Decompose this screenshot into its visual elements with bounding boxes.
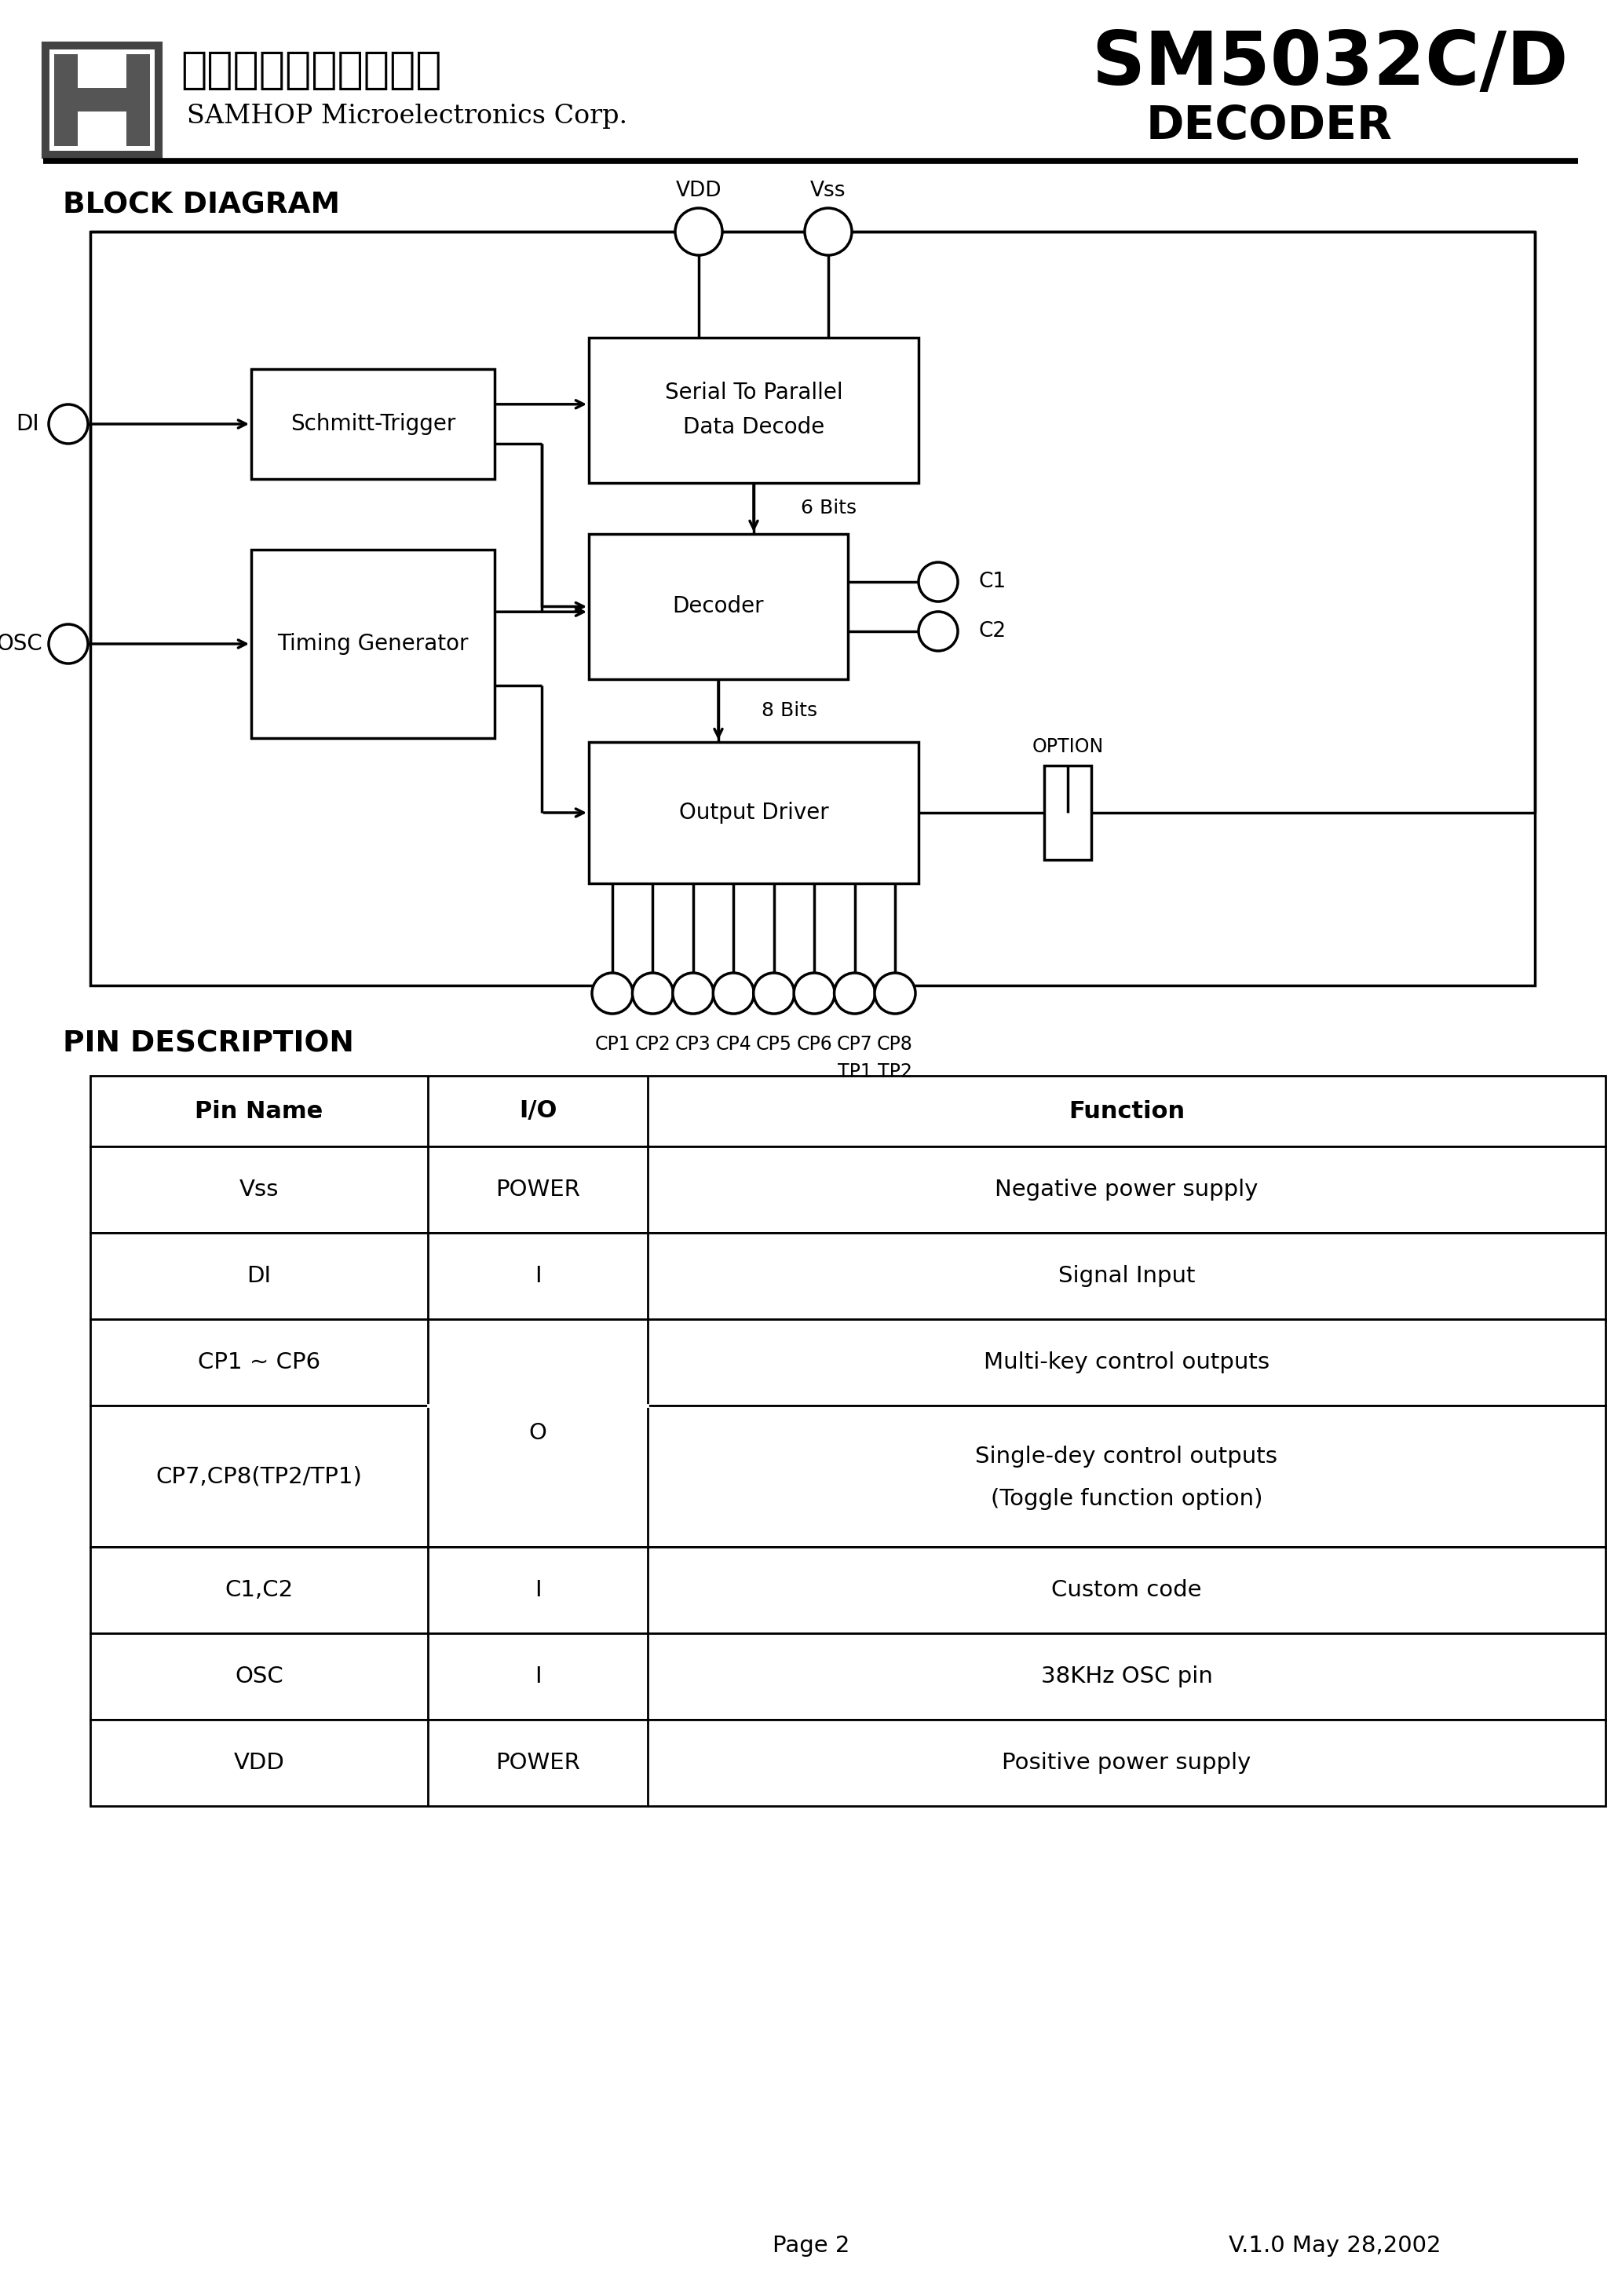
Text: DI: DI	[16, 413, 39, 434]
Text: 38KHz OSC pin: 38KHz OSC pin	[1041, 1665, 1213, 1688]
Text: TP2: TP2	[878, 1063, 912, 1081]
Circle shape	[834, 974, 874, 1015]
Text: Vss: Vss	[811, 181, 847, 202]
Text: Serial To Parallel: Serial To Parallel	[665, 381, 843, 404]
Text: Function: Function	[1069, 1100, 1184, 1123]
Text: OSC: OSC	[0, 634, 42, 654]
Text: 8 Bits: 8 Bits	[762, 700, 817, 721]
Text: DI: DI	[247, 1265, 271, 1288]
Text: C1,C2: C1,C2	[225, 1580, 294, 1600]
Bar	[589, 742, 918, 884]
Bar	[78, 55, 127, 87]
Bar	[91, 1320, 1606, 1405]
Bar	[54, 55, 78, 147]
Text: SAMHOP Microelectronics Corp.: SAMHOP Microelectronics Corp.	[187, 103, 628, 129]
Bar	[91, 1720, 1606, 1807]
Text: CP8: CP8	[878, 1035, 913, 1054]
Circle shape	[793, 974, 835, 1015]
Text: Pin Name: Pin Name	[195, 1100, 323, 1123]
Circle shape	[633, 974, 673, 1015]
Text: SM5032C/D: SM5032C/D	[1092, 28, 1568, 101]
Bar	[91, 1405, 1606, 1548]
Circle shape	[805, 209, 852, 255]
Text: TP1: TP1	[837, 1063, 871, 1081]
Text: Output Driver: Output Driver	[680, 801, 829, 824]
Bar	[91, 1548, 1606, 1632]
Text: BLOCK DIAGRAM: BLOCK DIAGRAM	[63, 191, 341, 220]
Text: Schmitt-Trigger: Schmitt-Trigger	[290, 413, 456, 434]
Text: I: I	[534, 1665, 542, 1688]
Circle shape	[754, 974, 795, 1015]
Text: C2: C2	[980, 622, 1007, 641]
Text: OPTION: OPTION	[1032, 737, 1103, 755]
Text: CP2: CP2	[634, 1035, 672, 1054]
Bar	[78, 113, 127, 145]
Text: OSC: OSC	[235, 1665, 284, 1688]
Text: 三合微科股份有限公司: 三合微科股份有限公司	[180, 51, 441, 92]
Text: CP3: CP3	[675, 1035, 710, 1054]
Text: Positive power supply: Positive power supply	[1002, 1752, 1251, 1775]
Bar	[127, 55, 149, 147]
Circle shape	[714, 974, 754, 1015]
Bar	[91, 1632, 1606, 1720]
Text: 6 Bits: 6 Bits	[801, 498, 856, 519]
Text: I/O: I/O	[519, 1100, 556, 1123]
Text: POWER: POWER	[495, 1178, 581, 1201]
Circle shape	[675, 209, 722, 255]
Text: V.1.0 May 28,2002: V.1.0 May 28,2002	[1228, 2234, 1440, 2257]
Text: O: O	[529, 1421, 547, 1444]
Bar	[44, 44, 161, 156]
Text: CP7,CP8(TP2/TP1): CP7,CP8(TP2/TP1)	[156, 1465, 362, 1488]
Text: CP7: CP7	[837, 1035, 873, 1054]
Circle shape	[592, 974, 633, 1015]
Text: C1: C1	[980, 572, 1007, 592]
Circle shape	[49, 404, 88, 443]
Bar	[251, 370, 495, 480]
Text: Vss: Vss	[240, 1178, 279, 1201]
Text: CP5: CP5	[756, 1035, 792, 1054]
Text: DECODER: DECODER	[1147, 103, 1393, 147]
Bar	[91, 1233, 1606, 1320]
Bar	[589, 535, 848, 680]
Text: Page 2: Page 2	[772, 2234, 850, 2257]
Text: (Toggle function option): (Toggle function option)	[991, 1488, 1262, 1511]
Text: VDD: VDD	[234, 1752, 284, 1775]
Text: Signal Input: Signal Input	[1058, 1265, 1195, 1288]
Text: POWER: POWER	[495, 1752, 581, 1775]
Text: CP1: CP1	[594, 1035, 631, 1054]
Bar	[91, 1146, 1606, 1233]
Text: CP1 ~ CP6: CP1 ~ CP6	[198, 1352, 321, 1373]
Bar	[91, 1077, 1606, 1146]
Circle shape	[49, 625, 88, 664]
Text: Custom code: Custom code	[1051, 1580, 1202, 1600]
Text: Single-dey control outputs: Single-dey control outputs	[975, 1446, 1278, 1467]
Bar	[589, 338, 918, 482]
Text: CP4: CP4	[715, 1035, 751, 1054]
Text: Data Decode: Data Decode	[683, 416, 824, 439]
Text: Decoder: Decoder	[673, 595, 764, 618]
Circle shape	[918, 611, 959, 650]
Text: Negative power supply: Negative power supply	[994, 1178, 1259, 1201]
Bar	[49, 51, 154, 152]
Bar	[251, 549, 495, 737]
Text: I: I	[534, 1580, 542, 1600]
Circle shape	[673, 974, 714, 1015]
Text: I: I	[534, 1265, 542, 1288]
Bar	[54, 87, 149, 113]
Circle shape	[918, 563, 959, 602]
Text: VDD: VDD	[676, 181, 722, 202]
Bar	[91, 232, 1534, 985]
Bar	[1045, 765, 1092, 859]
Text: Multi-key control outputs: Multi-key control outputs	[983, 1352, 1270, 1373]
Text: CP6: CP6	[796, 1035, 832, 1054]
Text: PIN DESCRIPTION: PIN DESCRIPTION	[63, 1031, 354, 1058]
Text: Timing Generator: Timing Generator	[277, 634, 469, 654]
Circle shape	[874, 974, 915, 1015]
